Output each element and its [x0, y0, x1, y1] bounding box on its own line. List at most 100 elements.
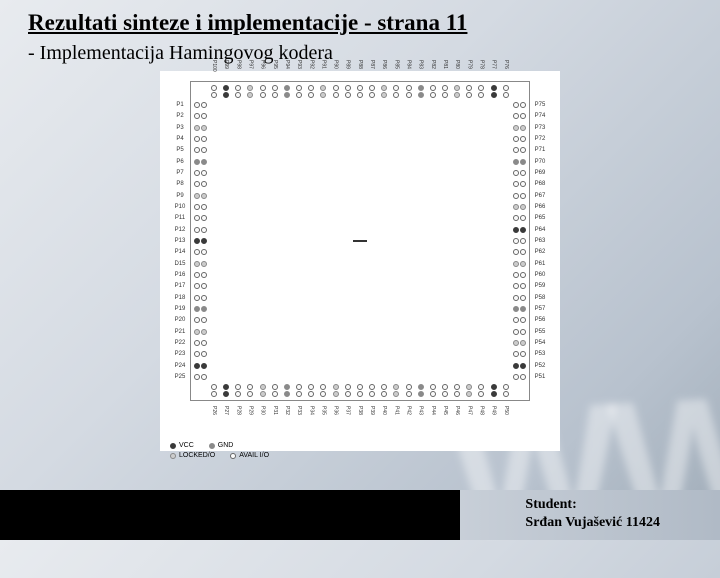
- pin-inner: [520, 204, 526, 210]
- pin-pair: [491, 85, 497, 98]
- pin-pair: [513, 272, 526, 278]
- pin-pair: [503, 85, 509, 98]
- pin-label: P18: [173, 295, 187, 301]
- pin-label: P42: [406, 406, 412, 422]
- pin-av: [513, 238, 519, 244]
- chip-outline: P100P99P98P97P96P95P94P93P92P91P90P89P88…: [190, 81, 530, 401]
- chip-diagram-container: P100P99P98P97P96P95P94P93P92P91P90P89P88…: [160, 71, 560, 451]
- pin-inner: [466, 92, 472, 98]
- pin-pair: [194, 193, 207, 199]
- pin-lk: [513, 204, 519, 210]
- pin-label: P46: [454, 406, 460, 422]
- pin-label: P51: [533, 374, 547, 380]
- pin-label: P89: [345, 60, 351, 76]
- pin-inner: [357, 92, 363, 98]
- pin-lk: [513, 340, 519, 346]
- pin-pair: [223, 85, 229, 98]
- pin-pair: [513, 238, 526, 244]
- pin-label: P83: [418, 60, 424, 76]
- pin-inner: [520, 215, 526, 221]
- pin-pair: [194, 113, 207, 119]
- pin-pair: [513, 261, 526, 267]
- pin-av: [194, 351, 200, 357]
- pin-pair: [503, 384, 509, 397]
- pin-pair: [513, 170, 526, 176]
- pin-pair: [430, 384, 436, 397]
- pin-pair: [513, 102, 526, 108]
- pin-label: P72: [533, 136, 547, 142]
- pin-pair: [194, 283, 207, 289]
- pin-pair: [418, 85, 424, 98]
- pin-av: [406, 85, 412, 91]
- pin-pair: [393, 85, 399, 98]
- pin-pair: [247, 85, 253, 98]
- pin-av: [235, 85, 241, 91]
- pin-pair: [333, 384, 339, 397]
- pin-label: P21: [173, 329, 187, 335]
- pin-inner: [296, 92, 302, 98]
- legend-vcc: VCC: [170, 442, 194, 449]
- pin-inner: [520, 147, 526, 153]
- pin-inner: [478, 92, 484, 98]
- pin-label: P27: [223, 406, 229, 422]
- pin-label: P5: [173, 147, 187, 153]
- pin-pair: [194, 329, 207, 335]
- pin-label: P80: [454, 60, 460, 76]
- pin-av: [211, 85, 217, 91]
- pin-av: [194, 249, 200, 255]
- pin-inner: [418, 391, 424, 397]
- top-pin-row: [211, 85, 509, 98]
- pin-pair: [194, 249, 207, 255]
- pin-label: P36: [333, 406, 339, 422]
- pin-label: P9: [173, 193, 187, 199]
- pin-label: P13: [173, 238, 187, 244]
- pin-label: P76: [503, 60, 509, 76]
- pin-label: P17: [173, 283, 187, 289]
- pin-gnd: [418, 85, 424, 91]
- pin-inner: [201, 204, 207, 210]
- pin-label: P65: [533, 215, 547, 221]
- pin-pair: [513, 317, 526, 323]
- pin-pair: [223, 384, 229, 397]
- pin-av: [503, 85, 509, 91]
- pin-inner: [520, 238, 526, 244]
- pin-vcc: [491, 85, 497, 91]
- pin-inner: [520, 374, 526, 380]
- pin-av: [194, 317, 200, 323]
- pin-inner: [369, 92, 375, 98]
- pin-label: P31: [272, 406, 278, 422]
- pin-label: P32: [284, 406, 290, 422]
- pin-label: P23: [173, 351, 187, 357]
- pin-pair: [194, 136, 207, 142]
- pin-pair: [513, 136, 526, 142]
- pin-lk: [393, 384, 399, 390]
- pin-inner: [430, 92, 436, 98]
- pin-inner: [520, 340, 526, 346]
- pin-label: P52: [533, 363, 547, 369]
- pin-lk: [260, 384, 266, 390]
- pin-vcc: [223, 384, 229, 390]
- pin-lk: [513, 125, 519, 131]
- pin-inner: [211, 391, 217, 397]
- page-title: Rezultati sinteze i implementacije - str…: [28, 10, 692, 36]
- pin-av: [194, 102, 200, 108]
- pin-inner: [201, 170, 207, 176]
- pin-label: P26: [211, 406, 217, 422]
- pin-av: [442, 85, 448, 91]
- pin-inner: [466, 391, 472, 397]
- pin-pair: [320, 85, 326, 98]
- pin-av: [357, 384, 363, 390]
- legend-locked-icon: [170, 453, 176, 459]
- pin-inner: [260, 92, 266, 98]
- pin-pair: [194, 340, 207, 346]
- pin-label: P82: [430, 60, 436, 76]
- pin-av: [369, 85, 375, 91]
- pin-label: P58: [533, 295, 547, 301]
- pin-pair: [260, 384, 266, 397]
- pin-inner: [381, 391, 387, 397]
- pin-label: P54: [533, 340, 547, 346]
- pin-pair: [513, 215, 526, 221]
- pin-pair: [194, 272, 207, 278]
- pin-inner: [201, 159, 207, 165]
- pin-pair: [194, 238, 207, 244]
